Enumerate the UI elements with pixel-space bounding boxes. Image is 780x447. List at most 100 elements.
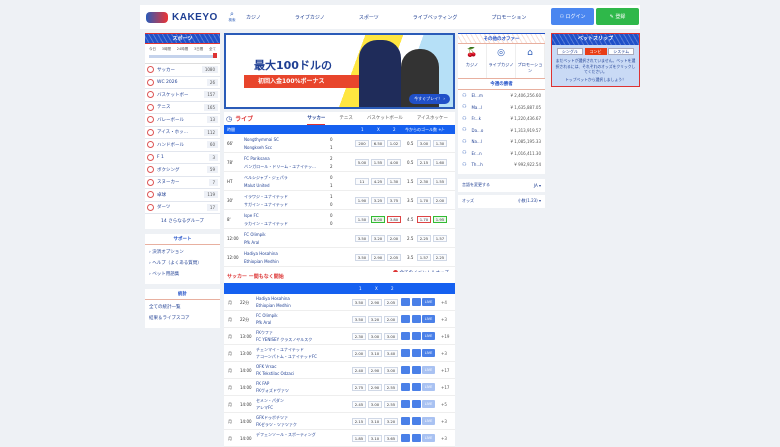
odds-button[interactable]: 200 bbox=[355, 140, 369, 147]
odds-button[interactable]: 2.30 bbox=[352, 333, 366, 340]
nav-item[interactable]: ライブベッティング bbox=[412, 14, 458, 21]
odds-button[interactable]: 2.05 bbox=[384, 299, 398, 306]
over-under-button[interactable]: 1.70 bbox=[417, 197, 431, 204]
odds-button[interactable]: 3.80 bbox=[387, 216, 401, 223]
odds-button[interactable]: 6.50 bbox=[371, 140, 385, 147]
time-filter-label[interactable]: 全て bbox=[209, 47, 216, 51]
sidebar-sport-item[interactable]: バレーボール 13 bbox=[145, 114, 220, 127]
nav-item[interactable]: プロモーション bbox=[491, 14, 527, 21]
betslip-tab-1[interactable]: コンビ bbox=[584, 48, 607, 55]
nav-item[interactable]: スポーツ bbox=[358, 14, 379, 21]
odds-button[interactable]: 3.40 bbox=[384, 350, 398, 357]
time-filter-label[interactable]: 3日間 bbox=[194, 47, 204, 51]
odds-button[interactable]: 2.45 bbox=[352, 401, 366, 408]
chart-icon[interactable] bbox=[412, 298, 421, 306]
odds-button[interactable]: 3.00 bbox=[384, 333, 398, 340]
odds-button[interactable]: 5.00 bbox=[355, 159, 369, 166]
away-team[interactable]: Nongkseh Scc bbox=[244, 145, 273, 150]
odds-button[interactable]: 1.55 bbox=[371, 159, 385, 166]
odds-button[interactable]: 4.25 bbox=[371, 178, 385, 185]
stats-icon[interactable] bbox=[401, 400, 410, 408]
live-button[interactable]: LIVE bbox=[422, 298, 435, 306]
odds-button[interactable]: 3.00 bbox=[368, 333, 382, 340]
sidebar-sport-item[interactable]: バスケットボー 157 bbox=[145, 89, 220, 102]
over-under-button[interactable]: 3.00 bbox=[417, 140, 431, 147]
away-team[interactable]: サガイン・ユナイテッド bbox=[244, 202, 288, 207]
home-team[interactable]: FC Pariksana bbox=[244, 156, 270, 161]
home-team[interactable]: OFK Vrsac bbox=[256, 364, 277, 369]
away-team[interactable]: FKゼラツ・ツァツァク bbox=[256, 422, 297, 427]
odds-button[interactable]: 3.50 bbox=[352, 299, 366, 306]
offer-2[interactable]: ⌂ プロモーション bbox=[516, 44, 545, 78]
tab-0[interactable]: サッカー bbox=[307, 112, 326, 125]
stats-icon[interactable] bbox=[401, 417, 410, 425]
live-button[interactable]: LIVE bbox=[422, 400, 435, 408]
sidebar-sport-item[interactable]: ダーツ 17 bbox=[145, 202, 220, 214]
odds-button[interactable]: 3.50 bbox=[355, 235, 369, 242]
time-filter-label[interactable]: 24時間 bbox=[176, 47, 189, 51]
tab-1[interactable]: テニス bbox=[339, 116, 353, 121]
sidebar-sport-item[interactable]: ボクシング 59 bbox=[145, 164, 220, 177]
home-team[interactable]: Ispe FC bbox=[244, 213, 259, 218]
support-link[interactable]: › 決済オプション bbox=[145, 247, 220, 258]
sidebar-sport-item[interactable]: WC 2026 26 bbox=[145, 77, 220, 89]
odds-button[interactable]: 1.02 bbox=[387, 140, 401, 147]
odds-button[interactable]: 3.10 bbox=[368, 350, 382, 357]
live-button[interactable]: LIVE bbox=[422, 417, 435, 425]
odds-button[interactable]: 4.00 bbox=[387, 159, 401, 166]
over-under-button[interactable]: 1.60 bbox=[433, 159, 447, 166]
home-team[interactable]: GFKドゥボチツァ bbox=[256, 415, 289, 420]
register-button[interactable]: ✎ 登録 bbox=[596, 8, 639, 25]
over-under-button[interactable]: 1.57 bbox=[417, 254, 431, 261]
away-team[interactable]: Ethiopian Medhin bbox=[256, 303, 291, 308]
offer-1[interactable]: ◎ ライブカジノ bbox=[487, 44, 516, 78]
odds-button[interactable]: 2.00 bbox=[352, 350, 366, 357]
odds-button[interactable]: 2.90 bbox=[371, 254, 385, 261]
promo-banner[interactable]: 最大100ドルの 初回入金100%ボーナス 今すぐプレイ！ › bbox=[224, 33, 455, 109]
odds-button[interactable]: 3.75 bbox=[387, 197, 401, 204]
more-markets-link[interactable]: +17 bbox=[441, 368, 450, 373]
stats-icon[interactable] bbox=[401, 315, 410, 323]
stats-icon[interactable] bbox=[401, 366, 410, 374]
home-team[interactable]: Hadiya Hosahina bbox=[256, 296, 290, 301]
betslip-tab-2[interactable]: システム bbox=[608, 48, 635, 55]
odds-button[interactable]: 3.25 bbox=[371, 197, 385, 204]
away-team[interactable]: ナコーンパトム・ユナイテッドFC bbox=[256, 354, 317, 359]
over-under-button[interactable]: 2.25 bbox=[433, 254, 447, 261]
more-markets-link[interactable]: +3 bbox=[441, 351, 447, 356]
more-markets-link[interactable]: +3 bbox=[441, 317, 447, 322]
more-markets-link[interactable]: +5 bbox=[441, 402, 447, 407]
live-button[interactable]: LIVE bbox=[422, 434, 435, 442]
odds-button[interactable]: 2.05 bbox=[387, 254, 401, 261]
odds-button[interactable]: 2.90 bbox=[368, 299, 382, 306]
odds-button[interactable]: 2.00 bbox=[387, 235, 401, 242]
over-under-button[interactable]: 1.57 bbox=[433, 235, 447, 242]
over-under-button[interactable]: 1.70 bbox=[417, 216, 431, 223]
over-under-button[interactable]: 1.95 bbox=[433, 216, 447, 223]
stats-icon[interactable] bbox=[401, 298, 410, 306]
odds-button[interactable]: 1.30 bbox=[387, 178, 401, 185]
away-team[interactable]: アレマFC bbox=[256, 405, 274, 410]
language-selector[interactable]: 言語を変更する JA ▾ bbox=[458, 178, 545, 192]
odds-button[interactable]: 3.10 bbox=[368, 418, 382, 425]
odds-button[interactable]: 2.00 bbox=[384, 316, 398, 323]
sidebar-sport-item[interactable]: テニス 165 bbox=[145, 102, 220, 114]
away-team[interactable]: FKヴォズドヴァツ bbox=[256, 388, 289, 393]
more-markets-link[interactable]: +19 bbox=[441, 334, 450, 339]
over-under-button[interactable]: 2.30 bbox=[417, 178, 431, 185]
odds-button[interactable]: 2.15 bbox=[352, 418, 366, 425]
sidebar-sport-item[interactable]: アイス・ホッ… 112 bbox=[145, 127, 220, 139]
odds-button[interactable]: 3.00 bbox=[384, 367, 398, 374]
chart-icon[interactable] bbox=[412, 349, 421, 357]
live-button[interactable]: LIVE bbox=[422, 332, 435, 340]
odds-button[interactable]: 6.00 bbox=[371, 216, 385, 223]
sidebar-sport-item[interactable]: スヌーカー 7 bbox=[145, 177, 220, 189]
tab-3[interactable]: アイスホッケー bbox=[416, 116, 448, 121]
live-button[interactable]: LIVE bbox=[422, 383, 435, 391]
slider-handle[interactable] bbox=[213, 53, 217, 58]
stats-icon[interactable] bbox=[401, 383, 410, 391]
chart-icon[interactable] bbox=[412, 332, 421, 340]
chart-icon[interactable] bbox=[412, 315, 421, 323]
odds-button[interactable]: 1.50 bbox=[355, 216, 369, 223]
odds-button[interactable]: 11 bbox=[355, 178, 369, 185]
